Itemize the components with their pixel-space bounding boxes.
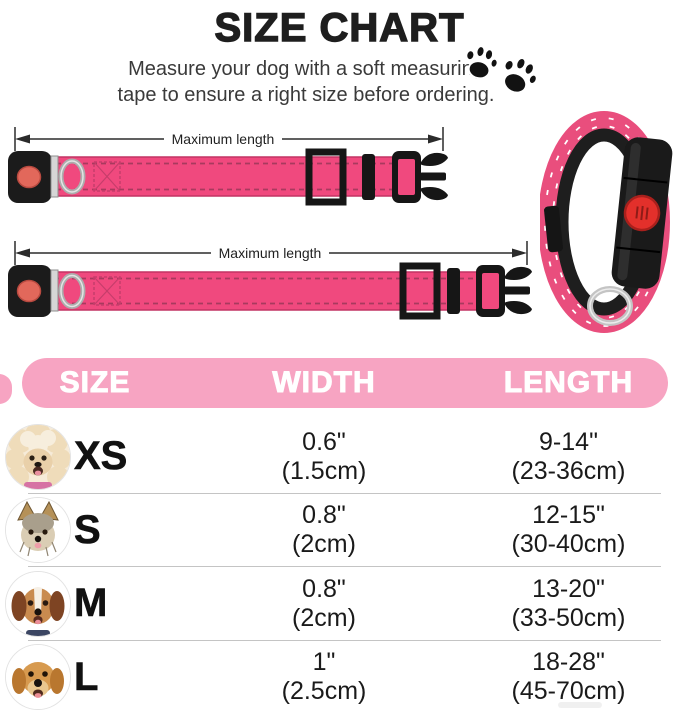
length-cell: 9-14" (23-36cm) — [458, 420, 679, 494]
length-cm: (30-40cm) — [511, 530, 626, 559]
row-divider — [28, 492, 661, 494]
table-row-xs: XS 0.6" (1.5cm) 9-14" (23-36cm) — [0, 420, 679, 494]
size-label: M — [74, 581, 108, 626]
collar-strap — [33, 271, 485, 311]
width-cm: (1.5cm) — [281, 456, 367, 485]
length-inches: 18-28" — [532, 648, 605, 676]
width-cm: (2cm) — [292, 603, 356, 632]
table-row-l: L 1" (2.5cm) 18-28" (45-70cm) — [0, 641, 679, 714]
rubber-keeper — [544, 205, 563, 253]
dimension-line: Maximum length — [14, 127, 444, 151]
left-edge-decor — [0, 374, 12, 404]
keeper-loop — [447, 268, 460, 314]
size-label: XS — [74, 434, 128, 479]
dimension-label: Maximum length — [219, 245, 322, 261]
width-cm: (2cm) — [292, 530, 356, 559]
length-cell: 13-20" (33-50cm) — [458, 567, 679, 641]
size-label: S — [74, 507, 101, 552]
tri-glide-slider — [305, 148, 347, 206]
size-label: L — [74, 654, 99, 699]
length-inches: 13-20" — [532, 574, 605, 603]
length-cm: (23-36cm) — [511, 456, 626, 485]
yorkshire-terrier-avatar — [6, 498, 70, 563]
tri-glide-slider — [399, 262, 441, 320]
length-inches: 9-14" — [539, 427, 598, 456]
keeper-loop — [362, 154, 375, 200]
column-header-size: SIZE — [59, 366, 131, 400]
buckle-female — [8, 151, 59, 203]
width-inches: 1" — [312, 648, 336, 676]
paw-icon — [502, 56, 539, 94]
width-cell: 0.8" (2cm) — [190, 567, 458, 641]
length-inches: 12-15" — [532, 501, 605, 529]
stitch-box — [93, 276, 121, 306]
width-inches: 0.6" — [302, 427, 346, 456]
table-row-s: S 0.8" (2cm) 12-15" (30-40cm) — [0, 494, 679, 568]
width-inches: 0.8" — [302, 574, 346, 603]
buckle-female — [8, 265, 59, 317]
column-header-width: WIDTH — [272, 366, 376, 400]
paw-icon — [465, 45, 499, 80]
table-row-m: M 0.8" (2cm) 13-20" (33-50cm) — [0, 567, 679, 641]
dimension-label: Maximum length — [172, 131, 275, 147]
width-cell: 0.6" (1.5cm) — [190, 420, 458, 494]
subtitle-line-1: Measure your dog with a soft measuring — [128, 58, 484, 80]
red-lock-button — [16, 165, 42, 189]
collar-diagram-short: Maximum length — [8, 127, 448, 206]
red-lock-button — [16, 279, 42, 303]
golden-retriever-avatar — [6, 645, 70, 710]
metal-plate — [50, 269, 59, 312]
length-cell: 12-15" (30-40cm) — [458, 494, 679, 568]
subtitle-line-2: tape to ensure a right size before order… — [117, 84, 495, 107]
size-table-body: XS 0.6" (1.5cm) 9-14" (23-36cm) — [0, 420, 679, 714]
poodle-avatar — [6, 424, 70, 489]
width-cell: 1" (2.5cm) — [190, 641, 458, 714]
collar-diagram-long: Maximum length — [8, 241, 532, 320]
length-cm: (45-70cm) — [511, 677, 626, 706]
stitch-box — [93, 161, 121, 192]
width-cm: (2.5cm) — [281, 677, 367, 706]
subtitle: Measure your dog with a soft measuring t… — [0, 56, 612, 109]
length-cell: 18-28" (45-70cm) — [458, 641, 679, 714]
buckle — [611, 137, 673, 289]
table-header-labels: SIZE WIDTH LENGTH — [0, 358, 679, 408]
width-cell: 0.8" (2cm) — [190, 494, 458, 568]
width-inches: 0.8" — [302, 501, 346, 529]
table-header-bar — [22, 358, 668, 408]
buckle-male — [392, 151, 448, 203]
column-header-length: LENGTH — [503, 366, 634, 400]
collar-photo — [540, 111, 673, 333]
metal-plate — [50, 155, 59, 198]
faint-watermark — [558, 702, 602, 708]
length-cm: (33-50cm) — [511, 603, 626, 632]
row-divider — [28, 566, 661, 567]
beagle-avatar — [6, 571, 70, 636]
buckle-male — [476, 265, 532, 317]
page-title: SIZE CHART — [214, 5, 465, 50]
dimension-line: Maximum length — [14, 241, 528, 265]
row-divider — [28, 639, 661, 641]
